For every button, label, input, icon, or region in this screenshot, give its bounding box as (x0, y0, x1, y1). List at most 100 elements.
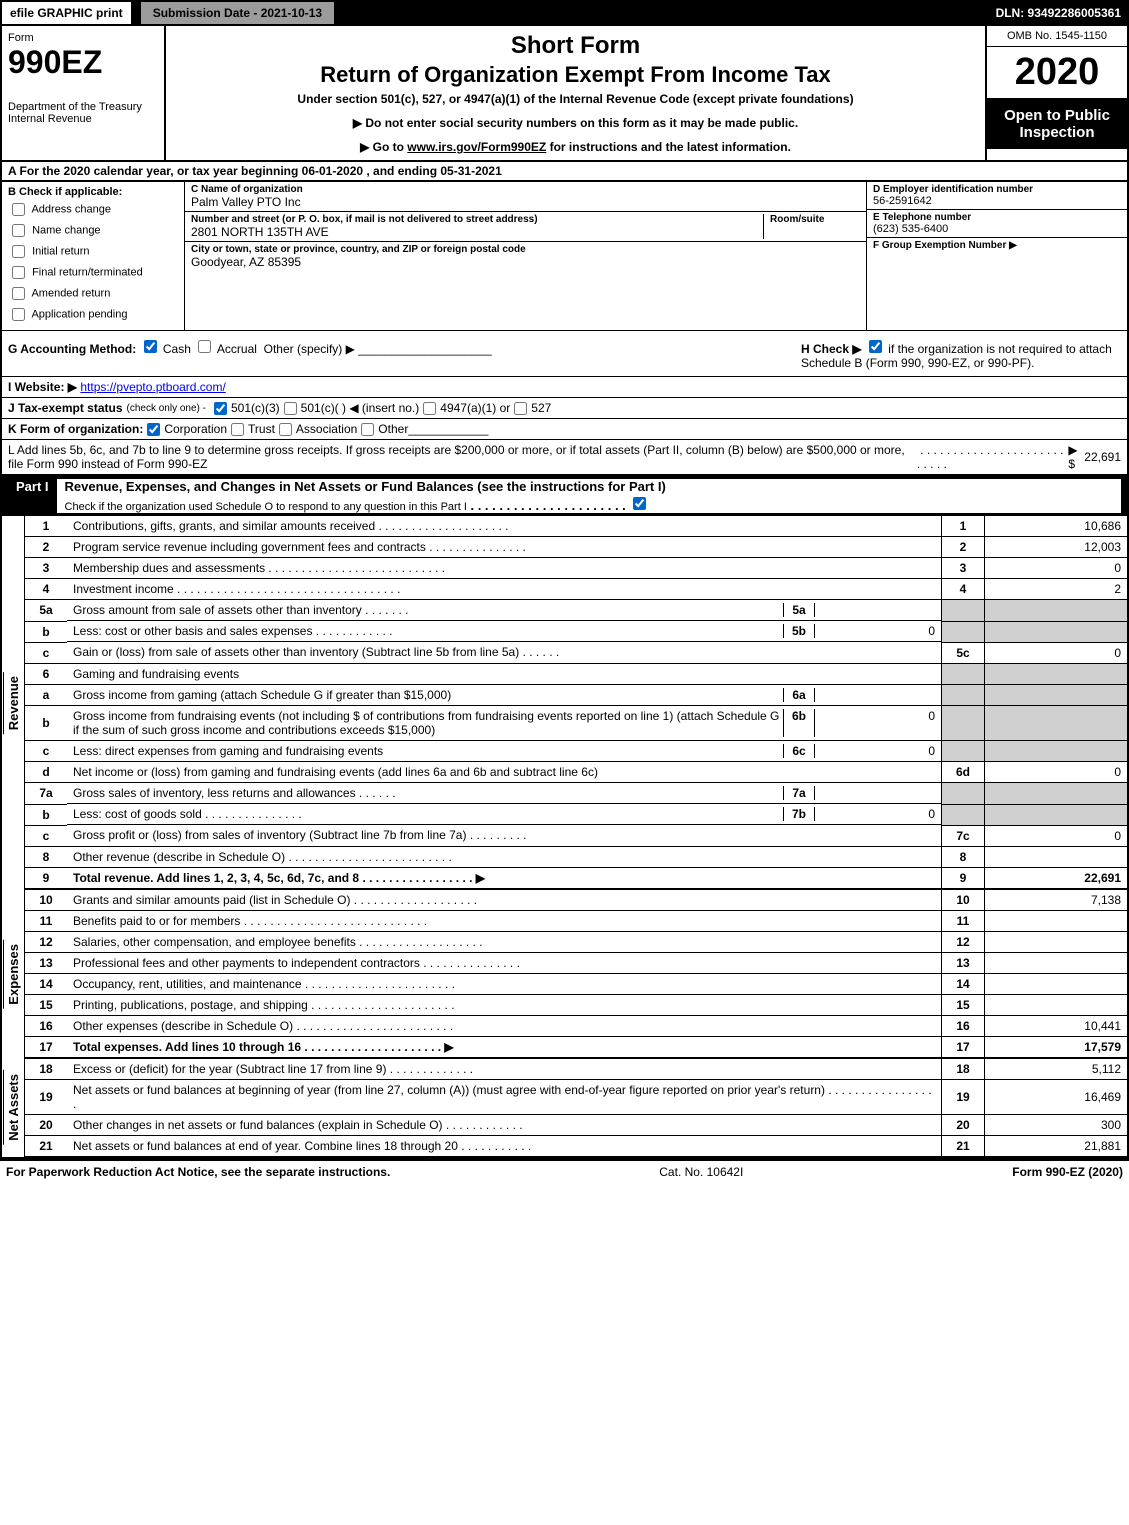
line-16: 16Other expenses (describe in Schedule O… (25, 1015, 1127, 1036)
phone-label: E Telephone number (873, 212, 1121, 223)
box-gh: G Accounting Method: Cash Accrual Other … (0, 331, 1129, 377)
org-name-label: C Name of organization (191, 184, 860, 195)
box-i: I Website: ▶ https://pvepto.ptboard.com/ (0, 377, 1129, 398)
box-l: L Add lines 5b, 6c, and 7b to line 9 to … (0, 440, 1129, 476)
chk-address-change[interactable]: Address change (8, 200, 178, 219)
line-5c: cGain or (loss) from sale of assets othe… (25, 642, 1127, 663)
line-2: 2Program service revenue including gover… (25, 537, 1127, 558)
box-c: C Name of organization Palm Valley PTO I… (185, 182, 866, 330)
box-j: J Tax-exempt status (check only one) - 5… (0, 398, 1129, 419)
footer-left: For Paperwork Reduction Act Notice, see … (6, 1165, 390, 1179)
chk-other-org[interactable] (361, 423, 374, 436)
box-b: B Check if applicable: Address change Na… (2, 182, 185, 330)
addr-label: Number and street (or P. O. box, if mail… (191, 214, 763, 225)
dln-label: DLN: 93492286005361 (996, 6, 1129, 20)
form-number: 990EZ (8, 44, 158, 81)
line-6c: cLess: direct expenses from gaming and f… (25, 741, 1127, 762)
part1-title: Revenue, Expenses, and Changes in Net As… (57, 479, 1121, 513)
chk-527[interactable] (514, 402, 527, 415)
line-14: 14Occupancy, rent, utilities, and mainte… (25, 973, 1127, 994)
form-label: Form (8, 32, 158, 44)
line-15: 15Printing, publications, postage, and s… (25, 994, 1127, 1015)
chk-501c[interactable] (284, 402, 297, 415)
chk-amended-return[interactable]: Amended return (8, 284, 178, 303)
line-7a: 7aGross sales of inventory, less returns… (25, 783, 1127, 805)
room-label: Room/suite (770, 214, 860, 225)
header-right: OMB No. 1545-1150 2020 Open to Public In… (987, 26, 1127, 160)
irs-link[interactable]: www.irs.gov/Form990EZ (407, 140, 546, 154)
note2-pre: ▶ Go to (360, 140, 407, 154)
line-7b: bLess: cost of goods sold . . . . . . . … (25, 804, 1127, 825)
chk-cash[interactable] (144, 340, 157, 353)
part1-header: Part I Revenue, Expenses, and Changes in… (0, 476, 1129, 516)
footer-right: Form 990-EZ (2020) (1012, 1165, 1123, 1179)
line-19: 19Net assets or fund balances at beginni… (25, 1079, 1127, 1114)
city-label: City or town, state or province, country… (191, 244, 860, 255)
line-12: 12Salaries, other compensation, and empl… (25, 931, 1127, 952)
chk-application-pending[interactable]: Application pending (8, 305, 178, 324)
line-21: 21Net assets or fund balances at end of … (25, 1135, 1127, 1156)
line-6a: aGross income from gaming (attach Schedu… (25, 684, 1127, 706)
submission-date: Submission Date - 2021-10-13 (139, 0, 336, 26)
public-inspection: Open to Public Inspection (987, 99, 1127, 149)
line-6d: dNet income or (loss) from gaming and fu… (25, 762, 1127, 783)
title-return: Return of Organization Exempt From Incom… (174, 62, 977, 88)
chk-schedule-o[interactable] (633, 497, 646, 510)
chk-final-return[interactable]: Final return/terminated (8, 263, 178, 282)
footer-center: Cat. No. 10642I (659, 1165, 743, 1179)
line-3: 3Membership dues and assessments . . . .… (25, 558, 1127, 579)
chk-association[interactable] (279, 423, 292, 436)
expenses-table: 10Grants and similar amounts paid (list … (25, 890, 1127, 1059)
line-18: 18Excess or (deficit) for the year (Subt… (25, 1059, 1127, 1080)
top-bar: efile GRAPHIC print Submission Date - 20… (0, 0, 1129, 26)
omb-number: OMB No. 1545-1150 (987, 26, 1127, 47)
chk-name-change[interactable]: Name change (8, 221, 178, 240)
line-11: 11Benefits paid to or for members . . . … (25, 910, 1127, 931)
revenue-label: Revenue (3, 672, 23, 734)
group-exemption-label: F Group Exemption Number ▶ (873, 240, 1121, 251)
website-link[interactable]: https://pvepto.ptboard.com/ (80, 380, 225, 394)
netassets-label: Net Assets (3, 1070, 23, 1145)
netassets-section: Net Assets 18Excess or (deficit) for the… (0, 1059, 1129, 1159)
part1-num: Part I (8, 479, 57, 513)
line-6: 6Gaming and fundraising events (25, 663, 1127, 684)
box-j-label: J Tax-exempt status (8, 401, 123, 415)
form-header: Form 990EZ Department of the Treasury In… (0, 26, 1129, 162)
org-name: Palm Valley PTO Inc (191, 195, 860, 209)
dept-label: Department of the Treasury Internal Reve… (8, 101, 158, 125)
subtitle: Under section 501(c), 527, or 4947(a)(1)… (174, 92, 977, 106)
chk-initial-return[interactable]: Initial return (8, 242, 178, 261)
line-9: 9Total revenue. Add lines 1, 2, 3, 4, 5c… (25, 867, 1127, 889)
info-block: B Check if applicable: Address change Na… (0, 182, 1129, 331)
header-left: Form 990EZ Department of the Treasury In… (2, 26, 166, 160)
efile-label: efile GRAPHIC print (0, 0, 133, 26)
line-7c: cGross profit or (loss) from sales of in… (25, 825, 1127, 846)
line-8: 8Other revenue (describe in Schedule O) … (25, 846, 1127, 867)
chk-501c3[interactable] (214, 402, 227, 415)
line-20: 20Other changes in net assets or fund ba… (25, 1114, 1127, 1135)
addr-value: 2801 NORTH 135TH AVE (191, 225, 763, 239)
chk-corporation[interactable] (147, 423, 160, 436)
box-i-label: I Website: ▶ (8, 380, 77, 394)
chk-trust[interactable] (231, 423, 244, 436)
line-6b: bGross income from fundraising events (n… (25, 706, 1127, 741)
line-10: 10Grants and similar amounts paid (list … (25, 890, 1127, 911)
note2-post: for instructions and the latest informat… (550, 140, 791, 154)
tax-year: 2020 (987, 47, 1127, 99)
calendar-year-line: A For the 2020 calendar year, or tax yea… (0, 162, 1129, 182)
ein-value: 56-2591642 (873, 195, 1121, 207)
expenses-label: Expenses (3, 940, 23, 1009)
netassets-table: 18Excess or (deficit) for the year (Subt… (25, 1059, 1127, 1157)
box-b-label: B Check if applicable: (8, 186, 178, 198)
chk-4947[interactable] (423, 402, 436, 415)
chk-accrual[interactable] (198, 340, 211, 353)
header-center: Short Form Return of Organization Exempt… (166, 26, 987, 160)
chk-schedule-b[interactable] (869, 340, 882, 353)
phone-value: (623) 535-6400 (873, 223, 1121, 235)
city-value: Goodyear, AZ 85395 (191, 255, 860, 269)
box-l-value: 22,691 (1084, 450, 1121, 464)
line-13: 13Professional fees and other payments t… (25, 952, 1127, 973)
revenue-section: Revenue 1Contributions, gifts, grants, a… (0, 516, 1129, 890)
box-l-arrow: ▶ $ (1068, 443, 1084, 471)
page-footer: For Paperwork Reduction Act Notice, see … (0, 1159, 1129, 1183)
